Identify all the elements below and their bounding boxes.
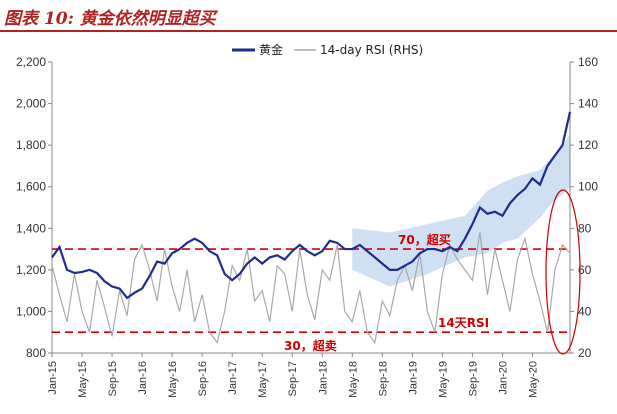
- figure-title: 图表 10: 黄金依然明显超买: [4, 9, 216, 29]
- oversold-label: 30，超卖: [284, 338, 337, 353]
- x-tick-label: Jan-20: [497, 361, 509, 395]
- right-tick-label: 40: [578, 304, 592, 318]
- left-tick-label: 1,800: [16, 138, 46, 152]
- left-tick-label: 1,200: [16, 263, 46, 277]
- legend-label-gold: 黄金: [259, 42, 283, 57]
- right-tick-label: 60: [578, 263, 592, 277]
- x-tick-label: Jan-17: [227, 361, 239, 395]
- x-tick-label: Sep-18: [377, 361, 389, 396]
- x-tick-label: May-17: [257, 361, 269, 398]
- rsi-line: [51, 232, 571, 345]
- left-tick-label: 2,000: [16, 97, 46, 111]
- left-tick-label: 2,200: [16, 55, 46, 69]
- legend-label-rsi: 14-day RSI (RHS): [320, 43, 423, 57]
- overbought-label: 70，超买: [398, 232, 451, 247]
- x-tick-label: May-15: [77, 361, 89, 398]
- right-tick-label: 20: [578, 346, 592, 360]
- x-tick-label: Sep-17: [287, 361, 299, 396]
- left-tick-label: 800: [26, 346, 46, 360]
- left-tick-label: 1,600: [16, 180, 46, 194]
- right-tick-label: 100: [578, 180, 598, 194]
- x-tick-label: May-20: [527, 361, 539, 398]
- left-tick-label: 1,400: [16, 221, 46, 235]
- x-tick-label: Jan-19: [407, 361, 419, 395]
- right-tick-label: 120: [578, 138, 598, 152]
- x-tick-label: Jan-16: [137, 361, 149, 395]
- right-tick-label: 160: [578, 55, 598, 69]
- left-tick-label: 1,000: [16, 304, 46, 318]
- x-tick-label: Jan-15: [47, 361, 59, 395]
- gold-line: [51, 111, 572, 300]
- title-rule: [0, 30, 617, 32]
- rsi-annotation: 14天RSI: [438, 316, 489, 330]
- x-tick-label: May-19: [437, 361, 449, 398]
- x-tick-label: May-16: [167, 361, 179, 398]
- x-tick-label: May-18: [347, 361, 359, 398]
- x-tick-label: Sep-15: [107, 361, 119, 396]
- x-tick-label: Jan-18: [317, 361, 329, 395]
- highlight-ellipse: [545, 189, 581, 355]
- right-tick-label: 140: [578, 97, 598, 111]
- right-tick-label: 80: [578, 221, 592, 235]
- x-tick-label: Sep-16: [197, 361, 209, 396]
- x-tick-label: Sep-19: [467, 361, 479, 396]
